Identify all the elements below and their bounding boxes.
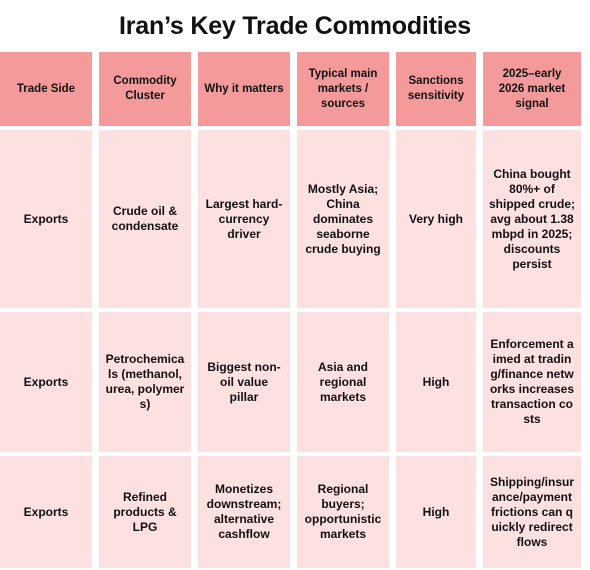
- table-cell-signal: Shipping/insurance/payment frictions can…: [483, 456, 581, 568]
- table-cell-sanctions: Very high: [396, 130, 476, 308]
- table-cell-markets: Mostly Asia; China dominates seaborne cr…: [297, 130, 389, 308]
- table-cell-signal: China bought 80%+ of shipped crude; avg …: [483, 130, 581, 308]
- table-cell-markets: Regional buyers; opportunistic markets: [297, 456, 389, 568]
- table-cell-trade-side: Exports: [0, 130, 92, 308]
- header-commodity-cluster: Commodity Cluster: [99, 52, 191, 126]
- header-why-it-matters: Why it matters: [198, 52, 290, 126]
- header-markets-sources: Typical main markets / sources: [297, 52, 389, 126]
- table-cell-commodity: Crude oil & condensate: [99, 130, 191, 308]
- table-cell-trade-side: Exports: [0, 312, 92, 452]
- table-cell-why: Biggest non-oil value pillar: [198, 312, 290, 452]
- table-cell-sanctions: High: [396, 312, 476, 452]
- table-cell-trade-side: Exports: [0, 456, 92, 568]
- header-trade-side: Trade Side: [0, 52, 92, 126]
- header-sanctions-sensitivity: Sanctions sensitivity: [396, 52, 476, 126]
- page-title: Iran’s Key Trade Commodities: [119, 12, 471, 40]
- table-cell-commodity: Petrochemicals (methanol, urea, polymers…: [99, 312, 191, 452]
- table-cell-signal: Enforcement aimed at trading/finance net…: [483, 312, 581, 452]
- table-cell-commodity: Refined products & LPG: [99, 456, 191, 568]
- table-cell-sanctions: High: [396, 456, 476, 568]
- table-cell-markets: Asia and regional markets: [297, 312, 389, 452]
- commodities-table: Trade Side Commodity Cluster Why it matt…: [0, 52, 590, 568]
- table-cell-why: Largest hard-currency driver: [198, 130, 290, 308]
- table-cell-why: Monetizes downstream; alternative cashfl…: [198, 456, 290, 568]
- header-market-signal: 2025–early 2026 market signal: [483, 52, 581, 126]
